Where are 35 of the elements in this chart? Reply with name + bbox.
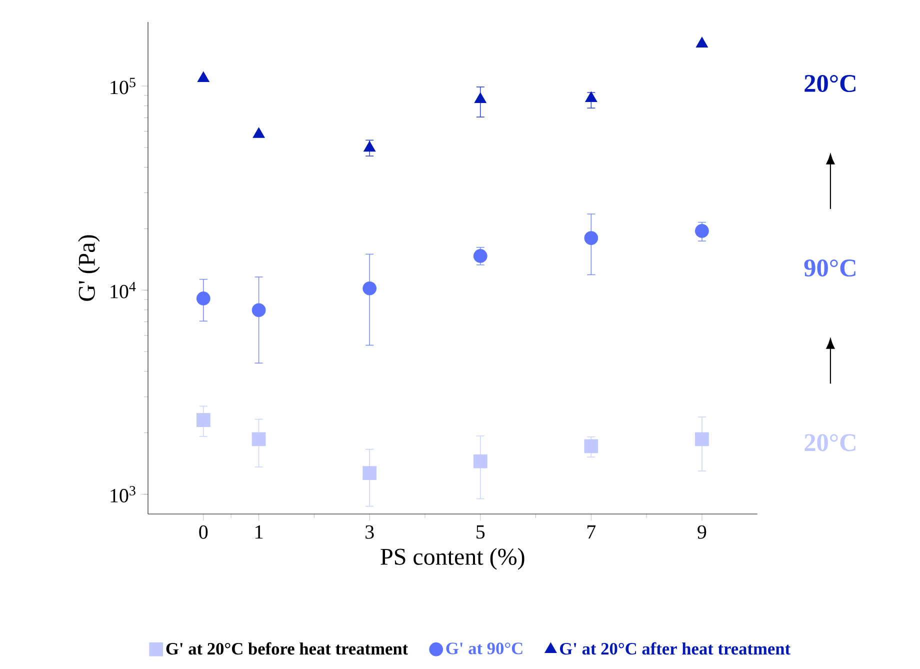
legend-label: G' at 90°C bbox=[446, 642, 522, 654]
text: 20°C bbox=[804, 434, 856, 452]
legend-label: G' at 20°C after heat treatment bbox=[560, 642, 790, 655]
point bbox=[196, 292, 210, 306]
x-tick-label: 0 bbox=[199, 525, 208, 539]
x-axis-title: PS content (%) bbox=[380, 548, 524, 570]
x-tick-label: 7 bbox=[587, 525, 596, 538]
point bbox=[473, 454, 488, 468]
point bbox=[585, 91, 598, 102]
point bbox=[696, 36, 708, 48]
point bbox=[362, 466, 377, 480]
point bbox=[473, 249, 488, 263]
point bbox=[362, 281, 377, 296]
y-axis-title: G' (Pa) bbox=[78, 235, 100, 301]
text: 20°C bbox=[804, 74, 856, 92]
point bbox=[252, 432, 266, 446]
x-tick-label: 3 bbox=[366, 525, 374, 539]
y-tick-label: 10$^{5}$ bbox=[110, 78, 136, 94]
legend-label: G' at 20°C before heat treatment bbox=[166, 642, 408, 655]
y-tick-label: 10$^{3}$ bbox=[110, 486, 136, 502]
point bbox=[364, 141, 376, 152]
x-tick-label: 1 bbox=[256, 525, 263, 539]
point bbox=[695, 432, 709, 446]
point bbox=[196, 413, 210, 427]
point bbox=[584, 439, 598, 454]
text: 90°C bbox=[804, 259, 856, 277]
point bbox=[474, 92, 486, 104]
point bbox=[584, 231, 598, 245]
y-tick-label: 10$^{4}$ bbox=[110, 282, 136, 298]
x-tick-label: 5 bbox=[476, 525, 485, 539]
point bbox=[252, 303, 266, 318]
point bbox=[252, 127, 265, 138]
x-tick-label: 9 bbox=[698, 525, 706, 539]
point bbox=[695, 224, 709, 238]
point bbox=[197, 71, 210, 82]
